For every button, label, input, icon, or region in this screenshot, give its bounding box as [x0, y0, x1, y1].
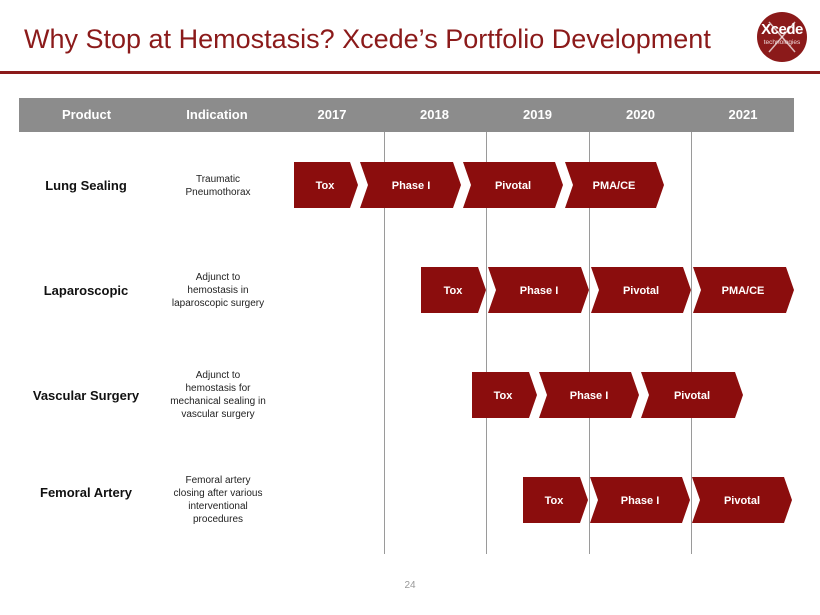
phase-bar: PMA/CE: [693, 267, 794, 313]
phase-label: Pivotal: [674, 390, 710, 402]
phase-label: Tox: [494, 390, 514, 402]
indication-line: vascular surgery: [181, 409, 255, 420]
phase-label: Phase I: [570, 390, 609, 402]
product-laparoscopic: Laparoscopic: [43, 283, 129, 298]
phase-label: PMA/CE: [593, 180, 636, 192]
logo-wordmark: Xcede: [761, 21, 803, 38]
header-2019: 2019: [523, 107, 552, 122]
phase-bar: Phase I: [539, 372, 639, 418]
product-vascular-surgery: Vascular Surgery: [32, 388, 140, 403]
indication-femoral-artery: Femoral artery closing after various int…: [153, 474, 283, 526]
phase-bar: Tox: [421, 267, 486, 313]
phase-label: Phase I: [392, 180, 431, 192]
phase-bar: Phase I: [590, 477, 690, 523]
indication-line: Adjunct to: [195, 370, 241, 381]
product-lung-sealing: Lung Sealing: [45, 178, 127, 193]
indication-line: Femoral artery: [185, 475, 251, 486]
table-header: Product Indication 2017 2018 2019 2020 2…: [19, 98, 794, 132]
phase-label: Phase I: [520, 285, 559, 297]
year-divider: [589, 132, 590, 554]
phase-bar: Tox: [294, 162, 358, 208]
header-2017: 2017: [317, 107, 347, 122]
phase-bar: Phase I: [360, 162, 461, 208]
phase-bar: Pivotal: [692, 477, 792, 523]
logo-subtitle: technologies: [763, 39, 801, 46]
logo-x-mark: [768, 21, 796, 53]
page-number: 24: [404, 580, 416, 591]
title-rule: [0, 71, 820, 74]
indication-line: hemostasis for: [185, 383, 251, 394]
header-2018: 2018: [420, 107, 449, 122]
phase-bar: Tox: [472, 372, 537, 418]
indication-line: laparoscopic surgery: [171, 298, 265, 309]
header-product: Product: [61, 107, 112, 122]
indication-line: Adjunct to: [195, 272, 241, 283]
indication-lung-sealing: Traumatic Pneumothorax: [153, 173, 283, 199]
phase-bar: Pivotal: [591, 267, 691, 313]
phase-label: Phase I: [621, 495, 660, 507]
header-2020: 2020: [626, 107, 655, 122]
indication-vascular-surgery: Adjunct to hemostasis for mechanical sea…: [153, 369, 283, 421]
header-2021: 2021: [728, 107, 758, 122]
slide-title: Why Stop at Hemostasis? Xcede’s Portfoli…: [24, 24, 711, 54]
phase-bar: Pivotal: [641, 372, 743, 418]
phase-label: Tox: [444, 285, 464, 297]
product-femoral-artery: Femoral Artery: [40, 485, 132, 500]
xcede-logo: Xcede technologies: [757, 12, 807, 62]
indication-laparoscopic: Adjunct to hemostasis in laparoscopic su…: [153, 271, 283, 310]
phase-label: Pivotal: [623, 285, 659, 297]
year-divider: [384, 132, 385, 554]
phase-bar: PMA/CE: [565, 162, 664, 208]
header-indication: Indication: [186, 107, 248, 122]
indication-line: hemostasis in: [187, 285, 249, 296]
phase-bar: Tox: [523, 477, 588, 523]
indication-line: Traumatic: [195, 174, 241, 185]
phase-label: PMA/CE: [722, 285, 765, 297]
indication-line: mechanical sealing in: [170, 396, 266, 407]
phase-bar: Phase I: [488, 267, 589, 313]
year-divider: [691, 132, 692, 554]
indication-line: closing after various: [173, 488, 263, 499]
indication-line: procedures: [192, 514, 244, 525]
phase-label: Tox: [316, 180, 336, 192]
phase-label: Pivotal: [724, 495, 760, 507]
indication-line: Pneumothorax: [185, 187, 251, 198]
phase-label: Tox: [545, 495, 565, 507]
year-divider: [486, 132, 487, 554]
phase-label: Pivotal: [495, 180, 531, 192]
indication-line: interventional: [188, 501, 248, 512]
phase-bar: Pivotal: [463, 162, 563, 208]
